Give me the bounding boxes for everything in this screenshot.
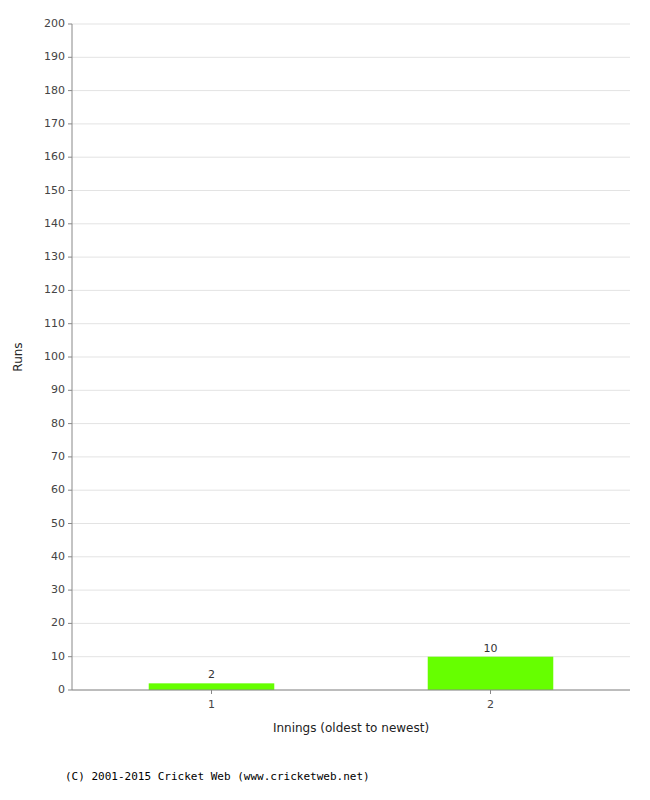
y-tick bbox=[68, 656, 72, 657]
grid-line bbox=[72, 690, 630, 691]
grid bbox=[72, 24, 630, 690]
y-tick bbox=[68, 390, 72, 391]
y-tick-label: 0 bbox=[58, 683, 65, 696]
y-tick bbox=[68, 357, 72, 358]
y-tick bbox=[68, 523, 72, 524]
data-labels: 2 10 bbox=[208, 642, 498, 682]
page: {"chart_data": {"type": "bar", "categori… bbox=[0, 0, 650, 800]
y-tick-label: 80 bbox=[51, 417, 65, 430]
grid-line bbox=[72, 157, 630, 158]
grid-line bbox=[72, 623, 630, 624]
y-tick bbox=[68, 290, 72, 291]
y-tick-label: 20 bbox=[51, 616, 65, 629]
grid-line bbox=[72, 556, 630, 557]
y-tick bbox=[68, 190, 72, 191]
y-tick-label: 190 bbox=[44, 50, 65, 63]
y-tick-label: 50 bbox=[51, 517, 65, 530]
x-axis: 12 bbox=[208, 690, 494, 711]
x-tick-label: 2 bbox=[487, 698, 494, 711]
y-tick bbox=[68, 157, 72, 158]
grid-line bbox=[72, 290, 630, 291]
y-tick-label: 170 bbox=[44, 117, 65, 130]
y-tick bbox=[68, 623, 72, 624]
y-axis-line bbox=[72, 24, 73, 690]
bar bbox=[428, 657, 554, 690]
y-tick bbox=[68, 257, 72, 258]
y-tick-label: 120 bbox=[44, 283, 65, 296]
y-tick-label: 60 bbox=[51, 483, 65, 496]
grid-line bbox=[72, 90, 630, 91]
y-tick bbox=[68, 490, 72, 491]
y-tick-label: 200 bbox=[44, 17, 65, 30]
y-tick-label: 130 bbox=[44, 250, 65, 263]
grid-line bbox=[72, 390, 630, 391]
y-tick-label: 180 bbox=[44, 84, 65, 97]
grid-line bbox=[72, 423, 630, 424]
y-tick bbox=[68, 57, 72, 58]
bar bbox=[149, 683, 275, 690]
x-tick-label: 1 bbox=[208, 698, 215, 711]
y-tick-label: 40 bbox=[51, 550, 65, 563]
y-tick bbox=[68, 590, 72, 591]
y-tick-label: 90 bbox=[51, 383, 65, 396]
grid-line bbox=[72, 323, 630, 324]
footer: (C) 2001-2015 Cricket Web (www.cricketwe… bbox=[65, 770, 370, 783]
y-tick-label: 30 bbox=[51, 583, 65, 596]
grid-line bbox=[72, 523, 630, 524]
data-label: 10 bbox=[484, 642, 498, 655]
x-axis-label: Innings (oldest to newest) bbox=[273, 721, 429, 735]
grid-line bbox=[72, 490, 630, 491]
grid-line bbox=[72, 24, 630, 25]
grid-line bbox=[72, 57, 630, 58]
grid-line bbox=[72, 590, 630, 591]
y-axis-label: Runs bbox=[11, 342, 25, 371]
y-tick-label: 160 bbox=[44, 150, 65, 163]
bars bbox=[149, 657, 554, 690]
y-tick bbox=[68, 456, 72, 457]
grid-line bbox=[72, 123, 630, 124]
y-tick bbox=[68, 223, 72, 224]
grid-line bbox=[72, 456, 630, 457]
grid-line bbox=[72, 357, 630, 358]
x-tick bbox=[490, 690, 491, 694]
y-tick bbox=[68, 690, 72, 691]
y-tick bbox=[68, 556, 72, 557]
y-tick bbox=[68, 24, 72, 25]
y-axis: 0 10 20 30 40 50 60 70 80 90 100 110 120 130 140 150 160… bbox=[44, 17, 72, 696]
grid-line bbox=[72, 223, 630, 224]
y-tick-label: 100 bbox=[44, 350, 65, 363]
x-tick bbox=[211, 690, 212, 694]
y-tick-label: 10 bbox=[51, 650, 65, 663]
x-axis-line bbox=[72, 690, 630, 691]
chart: 0102030405060708090100110120130140150160… bbox=[0, 0, 650, 800]
y-tick-label: 140 bbox=[44, 217, 65, 230]
grid-line bbox=[72, 190, 630, 191]
y-tick-label: 70 bbox=[51, 450, 65, 463]
y-tick bbox=[68, 323, 72, 324]
y-tick-label: 150 bbox=[44, 184, 65, 197]
grid-line bbox=[72, 257, 630, 258]
y-tick bbox=[68, 123, 72, 124]
y-tick-label: 110 bbox=[44, 317, 65, 330]
y-tick bbox=[68, 423, 72, 424]
y-tick bbox=[68, 90, 72, 91]
data-label: 2 bbox=[208, 668, 215, 681]
